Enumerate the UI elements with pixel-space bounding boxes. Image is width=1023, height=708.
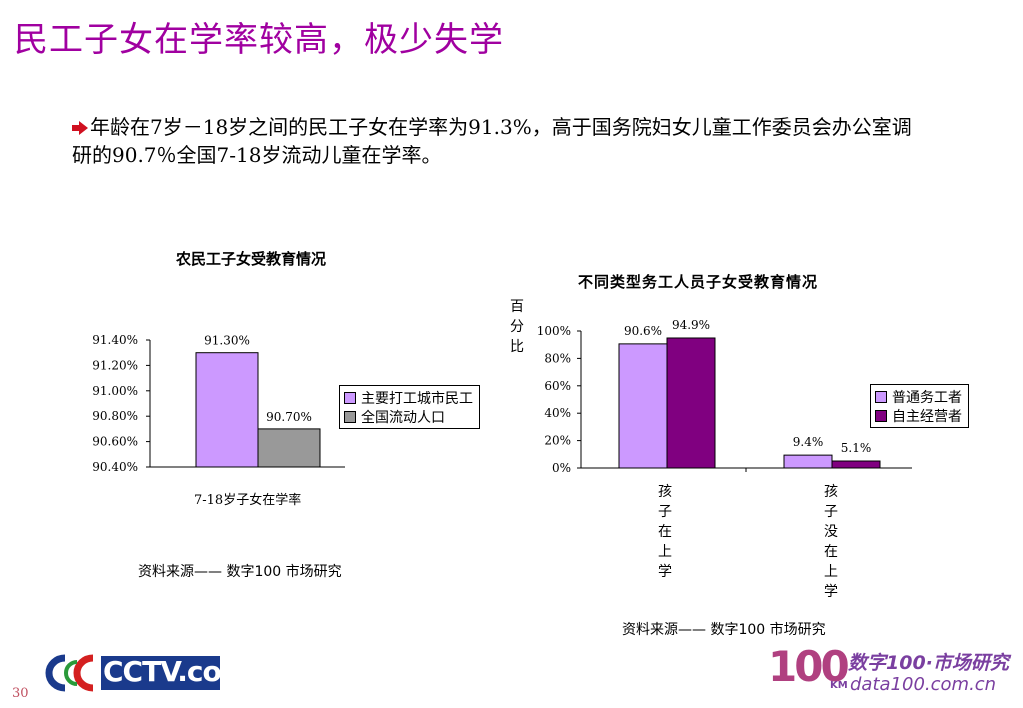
y-tick-label: 90.40%: [92, 460, 138, 474]
legend-item: 主要打工城市民工: [344, 388, 473, 407]
chart1-title: 农民工子女受教育情况: [176, 250, 327, 268]
page-title: 民工子女在学率较高，极少失学: [14, 20, 504, 60]
chart2-source: 资料来源—— 数字100 市场研究: [622, 622, 826, 638]
y-tick-label: 91.20%: [92, 358, 138, 372]
chart1-legend: 主要打工城市民工 全国流动人口: [339, 385, 480, 429]
legend-swatch: [875, 409, 887, 422]
legend-item: 全国流动人口: [344, 407, 473, 426]
data-label: 90.6%: [624, 324, 662, 338]
legend-item: 普通务工者: [875, 387, 962, 406]
bar: [195, 352, 259, 468]
chart2-ylabel: 百分比: [510, 299, 524, 355]
bar: [666, 337, 716, 469]
legend-label: 全国流动人口: [361, 409, 445, 426]
data100-logo-text: 数字100·市场研究: [848, 652, 1009, 674]
legend-swatch: [344, 410, 356, 423]
y-tick-label: 91.40%: [92, 333, 138, 347]
y-tick-label: 0%: [552, 461, 571, 475]
chart1-category-label: 7-18岁子女在学率: [194, 493, 302, 508]
y-tick-label: 40%: [544, 406, 571, 420]
bullet-text: 年龄在7岁－18岁之间的民工子女在学率为91.3%，高于国务院妇女儿童工作委员会…: [72, 115, 912, 167]
legend-swatch: [875, 390, 887, 403]
data-label: 5.1%: [841, 441, 872, 455]
page-number: 30: [12, 686, 29, 701]
y-tick-label: 20%: [544, 434, 571, 448]
bar: [618, 343, 668, 469]
chart1-source: 资料来源—— 数字100 市场研究: [138, 564, 342, 580]
bar: [257, 428, 321, 468]
legend-label: 主要打工城市民工: [361, 390, 473, 407]
y-tick-label: 80%: [544, 351, 571, 365]
bar: [831, 460, 881, 469]
legend-label: 自主经营者: [892, 408, 962, 425]
legend-label: 普通务工者: [892, 389, 962, 406]
data-label: 91.30%: [204, 334, 250, 348]
data100-logo: 100 数字100·市场研究 KM data100.com.cn: [768, 642, 1009, 696]
chart2-category-label: 孩子在上学: [658, 484, 672, 580]
bar: [783, 454, 833, 469]
cctv-logo-graphic: [45, 654, 220, 692]
chart2-category-label: 孩子没在上学: [824, 484, 838, 600]
data-label: 94.9%: [672, 318, 710, 332]
legend-item: 自主经营者: [875, 406, 962, 425]
data-label: 9.4%: [793, 435, 824, 449]
arrow-bullet-icon: [72, 121, 88, 135]
data-label: 90.70%: [266, 410, 312, 424]
y-tick-label: 60%: [544, 379, 571, 393]
y-tick-label: 91.00%: [92, 384, 138, 398]
bullet-paragraph: 年龄在7岁－18岁之间的民工子女在学率为91.3%，高于国务院妇女儿童工作委员会…: [72, 113, 922, 169]
y-tick-label: 90.80%: [92, 409, 138, 423]
y-tick-label: 100%: [537, 324, 571, 338]
chart2-title: 不同类型务工人员子女受教育情况: [578, 273, 819, 291]
cctv-logo: CCTV.com: [37, 654, 250, 692]
data100-logo-url: data100.com.cn: [850, 674, 997, 695]
cctv-logo-text: CCTV.com: [103, 655, 250, 688]
y-tick-label: 90.60%: [92, 435, 138, 449]
legend-swatch: [344, 391, 356, 404]
chart2-legend: 普通务工者 自主经营者: [870, 384, 969, 428]
data100-logo-mark: 100: [768, 642, 850, 691]
data100-logo-km: KM: [830, 680, 848, 691]
